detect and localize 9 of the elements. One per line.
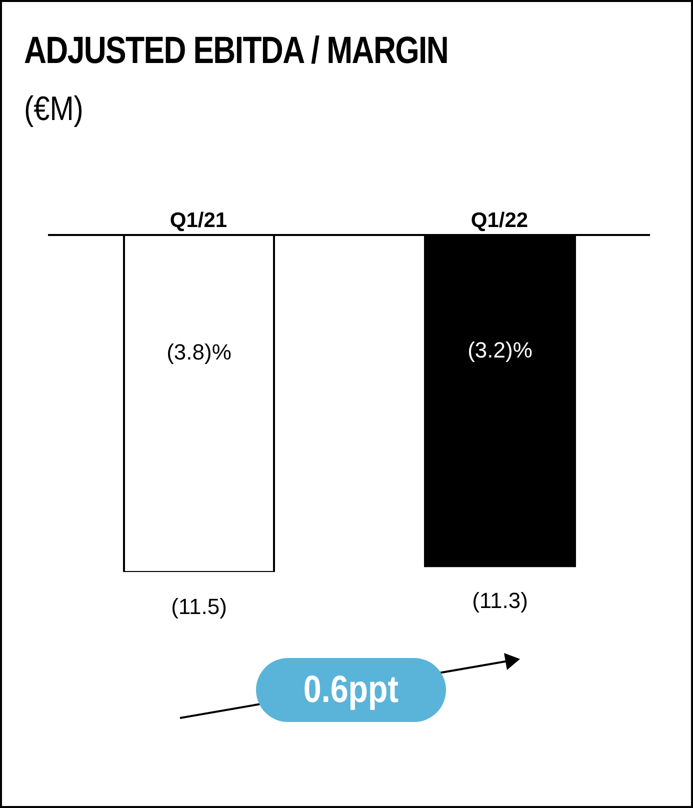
annotation: (3.2)% <box>468 338 532 363</box>
annotation: (3.8)% <box>166 340 232 365</box>
chart-title: ADJUSTED EBITDA / MARGIN <box>24 30 448 73</box>
x-tick-label: Q1/22 <box>470 209 528 232</box>
x-tick-label: Q1/21 <box>170 209 228 232</box>
data-label: (11.3) <box>472 588 528 614</box>
data-label: (11.5) <box>171 594 227 619</box>
text: 0.6ppt <box>303 668 399 712</box>
chart-subtitle: (€M) <box>24 90 84 129</box>
